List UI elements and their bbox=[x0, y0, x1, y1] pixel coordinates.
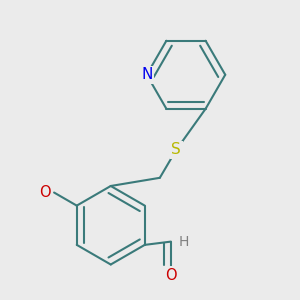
Text: O: O bbox=[165, 268, 177, 283]
Text: N: N bbox=[141, 67, 152, 82]
Text: H: H bbox=[179, 235, 189, 249]
Text: O: O bbox=[39, 185, 51, 200]
Text: S: S bbox=[171, 142, 181, 158]
